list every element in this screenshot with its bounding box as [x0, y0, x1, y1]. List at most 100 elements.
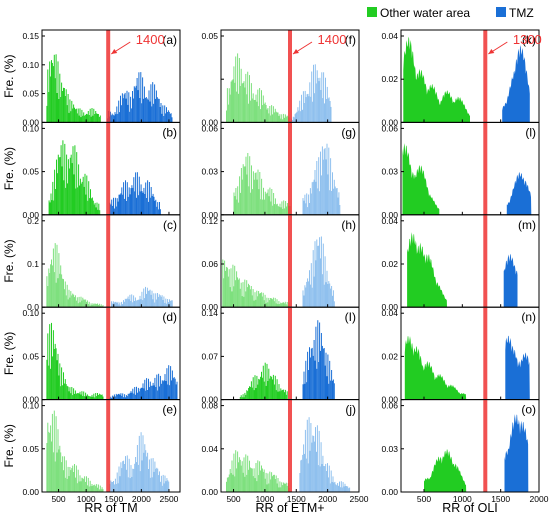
- histogram-bar: [256, 290, 258, 308]
- histogram-bar: [241, 397, 243, 400]
- histogram-bar: [312, 435, 314, 492]
- histogram-bar: [158, 98, 160, 123]
- histogram-bar: [98, 116, 100, 123]
- histogram-bar: [147, 390, 149, 400]
- histogram-bar: [84, 299, 86, 308]
- histogram-bar: [333, 482, 335, 492]
- histogram-bar: [132, 91, 133, 123]
- histogram-bar: [132, 468, 134, 492]
- histogram-bar: [87, 304, 89, 308]
- histogram-bar: [275, 475, 277, 492]
- histogram-bar: [229, 469, 231, 492]
- y-tick-label: 0.10: [22, 123, 39, 133]
- histogram-bar: [247, 391, 249, 400]
- histogram-bar: [153, 103, 155, 123]
- histogram-bar: [222, 259, 224, 308]
- histogram-bar: [348, 488, 350, 492]
- histogram-bar: [136, 78, 138, 123]
- histogram-bar: [282, 485, 284, 492]
- histogram-bar: [126, 298, 128, 308]
- histogram-bar: [164, 475, 166, 492]
- histogram-bar: [295, 113, 297, 123]
- histogram-bar: [113, 484, 115, 492]
- histogram-bar: [286, 391, 288, 400]
- histogram-bar: [150, 84, 152, 123]
- histogram-bar: [274, 108, 276, 123]
- histogram-bar: [271, 376, 273, 400]
- histogram-bar: [145, 97, 147, 123]
- histogram-bar: [257, 89, 259, 123]
- histogram-bar: [277, 112, 279, 123]
- histogram-bar: [70, 291, 72, 308]
- histogram-bar: [162, 474, 164, 492]
- histogram-bar: [275, 111, 277, 123]
- threshold-line: [483, 122, 488, 215]
- y-tick-label: 0.00: [201, 117, 218, 127]
- histogram-bar: [160, 383, 162, 400]
- histogram-bar: [249, 156, 251, 215]
- histogram-bar: [66, 284, 68, 308]
- histogram-bar: [314, 441, 316, 492]
- histogram-bar: [263, 103, 265, 123]
- histogram-bar: [141, 291, 143, 308]
- histogram-bar: [77, 393, 79, 400]
- threshold-line: [483, 214, 488, 308]
- histogram-bar: [69, 99, 71, 123]
- histogram-bar: [258, 378, 260, 400]
- histogram-bar: [310, 263, 312, 308]
- histogram-bar: [321, 72, 323, 123]
- histogram-bar: [118, 466, 120, 492]
- histogram-bar: [56, 93, 58, 123]
- histogram-bar: [317, 465, 319, 492]
- histogram-area-tmz: [504, 414, 529, 492]
- histogram-bar: [51, 200, 53, 215]
- histogram-bar: [261, 90, 262, 123]
- x-tick-label: 2500: [350, 494, 369, 504]
- histogram-bar: [163, 296, 165, 308]
- histogram-bar: [76, 297, 78, 308]
- histogram-bar: [277, 478, 279, 492]
- histogram-bar: [327, 98, 329, 123]
- histogram-bar: [119, 394, 121, 400]
- histogram-bar: [284, 483, 286, 492]
- histogram-bar: [275, 390, 277, 400]
- histogram-bar: [254, 173, 256, 215]
- histogram-bar: [253, 99, 255, 123]
- histogram-bar: [61, 166, 63, 215]
- histogram-bar: [76, 483, 78, 492]
- histogram-bar: [262, 199, 264, 215]
- histogram-bar: [73, 174, 75, 215]
- histogram-bar: [51, 322, 52, 400]
- histogram-bar: [311, 71, 313, 123]
- histogram-bar: [145, 182, 147, 215]
- histogram-bar: [110, 480, 112, 492]
- histogram-bar: [52, 181, 54, 215]
- histogram-bar: [235, 280, 237, 308]
- histogram-bar: [266, 484, 268, 492]
- histogram-bar: [121, 301, 123, 308]
- histogram-bar: [251, 468, 253, 492]
- histogram-bar: [326, 270, 328, 308]
- histogram-bar: [327, 284, 329, 308]
- histogram-bar: [241, 179, 243, 215]
- panel-letter: (g): [341, 125, 356, 139]
- histogram-bar: [268, 483, 270, 492]
- histogram-bar: [133, 393, 135, 400]
- histogram-bar: [285, 116, 287, 123]
- histogram-bar: [145, 390, 147, 400]
- histogram-bar: [48, 268, 50, 308]
- histogram-bar: [86, 300, 88, 308]
- histogram-bar: [282, 208, 284, 215]
- histogram-bar: [159, 375, 161, 400]
- histogram-bar: [49, 324, 51, 400]
- histogram-bar: [142, 435, 144, 492]
- x-tick-label: 500: [226, 494, 240, 504]
- histogram-bar: [99, 394, 101, 400]
- histogram-bar: [261, 371, 262, 400]
- histogram-bar: [318, 157, 320, 215]
- histogram-bar: [58, 99, 60, 123]
- histogram-bar: [145, 450, 147, 492]
- histogram-bar: [240, 168, 242, 215]
- histogram-bar: [64, 96, 66, 123]
- histogram-bar: [325, 77, 326, 123]
